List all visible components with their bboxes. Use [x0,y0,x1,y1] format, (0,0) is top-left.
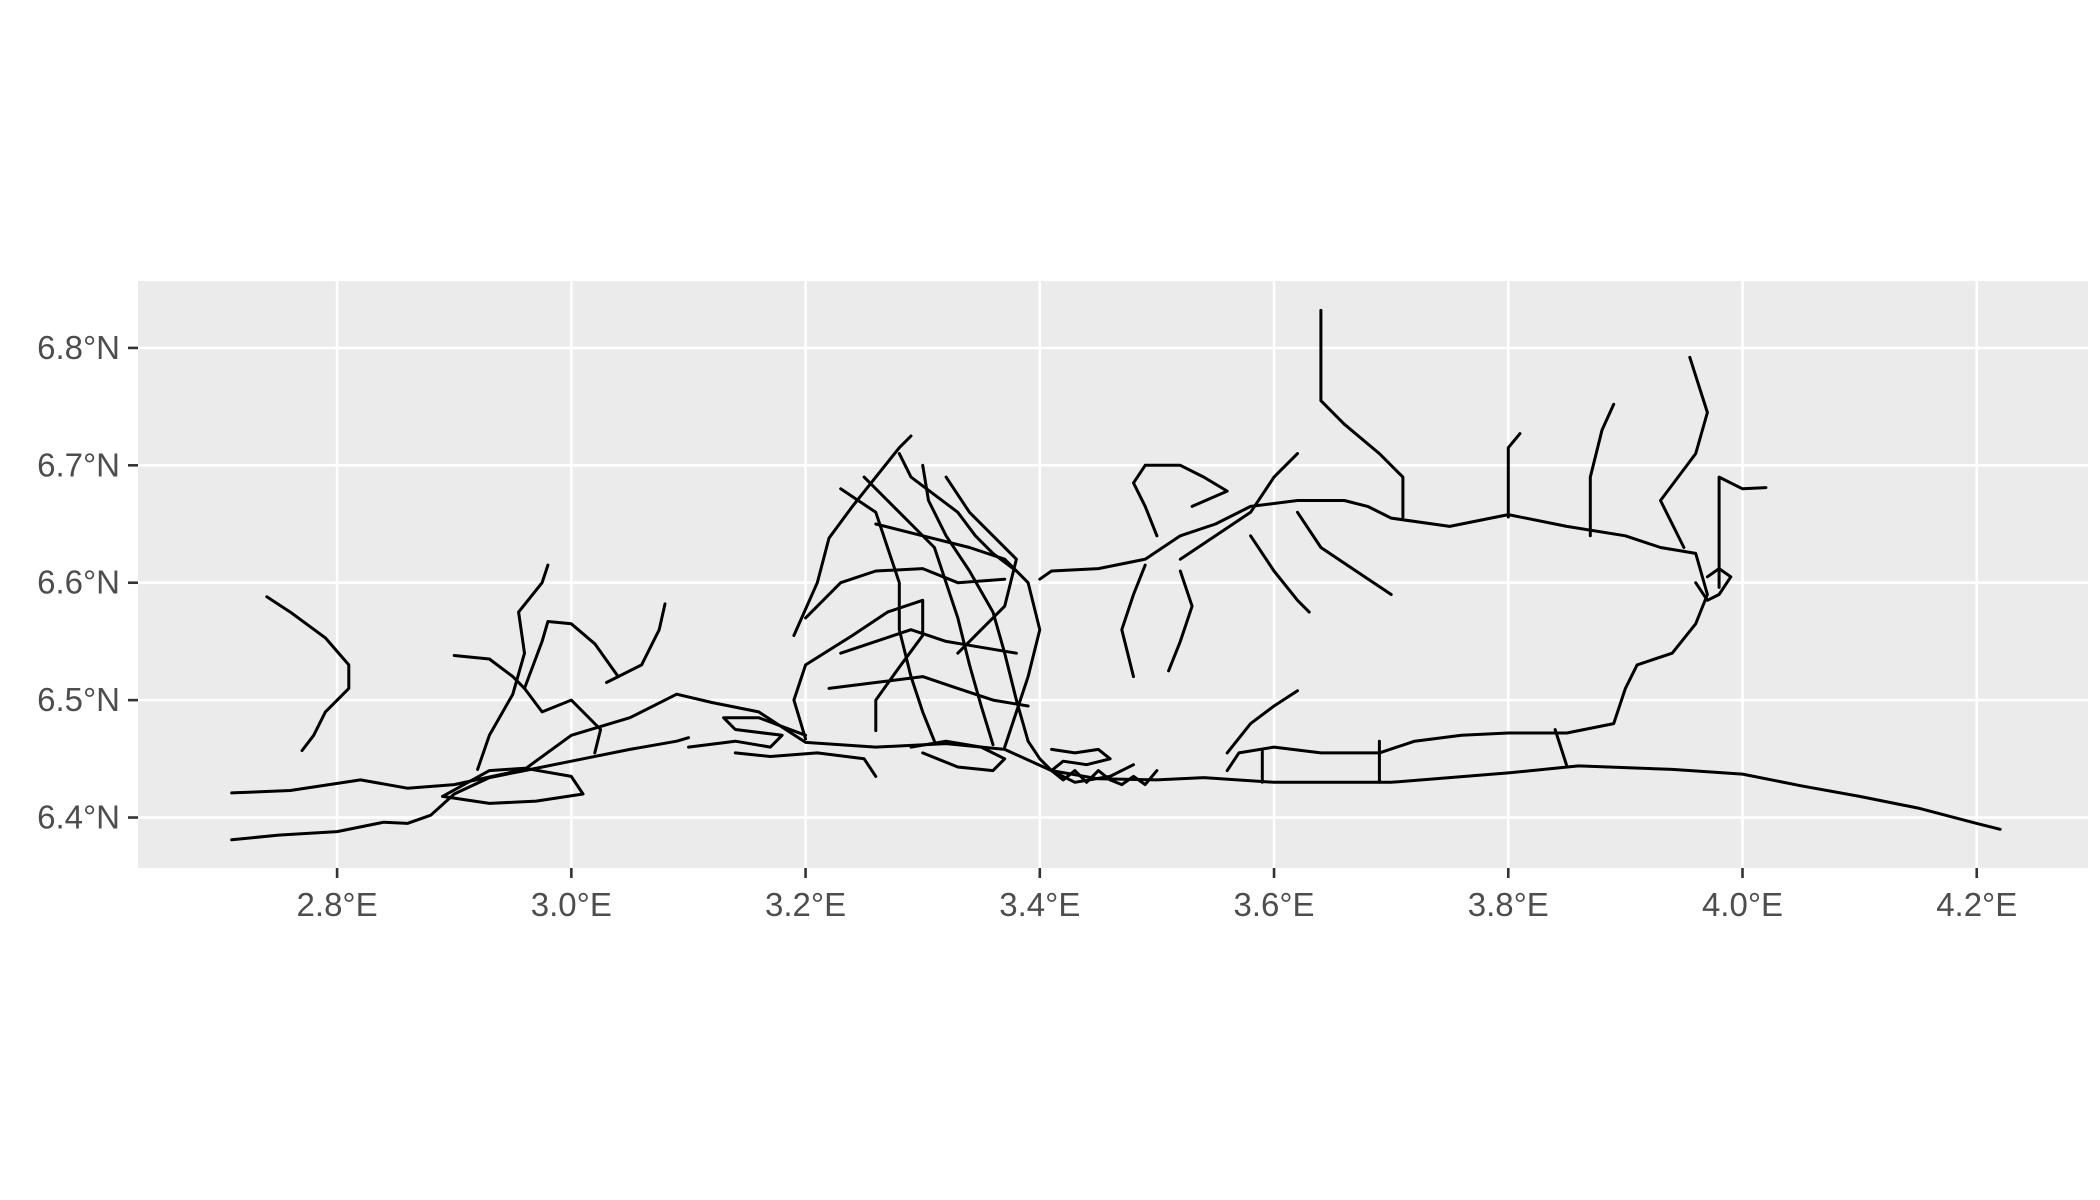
x-tick-label: 3.2°E [765,886,846,923]
x-tick-label: 2.8°E [297,886,378,923]
road-west-branch-5 [605,602,667,684]
y-tick-label: 6.6°N [37,564,120,601]
road-ikorodu-branch-3 [1120,563,1147,679]
x-tick-label: 4.0°E [1702,886,1783,923]
road-ikeja-grid-6 [839,628,1018,655]
road-north-spur-a [1319,308,1405,519]
road-network [230,308,2002,842]
road-lagos-badagry-expressway [230,692,2002,831]
road-ikeja-loop [792,598,925,741]
y-tick-label: 6.4°N [37,799,120,836]
gridlines [138,281,2088,868]
y-tick-label: 6.5°N [37,681,120,718]
road-ikorodu-branch [1132,463,1229,538]
y-tick-label: 6.7°N [37,446,120,483]
road-north-spur-c [1588,402,1616,538]
panel-background [138,281,2088,868]
road-epe-loop [1694,567,1733,602]
road-lekki-north-spur [1225,689,1299,755]
road-ikeja-grid-4 [839,487,936,743]
road-ikeja-grid-2 [921,463,1030,743]
road-coastal-road-west [230,736,690,842]
road-ikeja-grid-7 [827,675,1030,708]
y-axis: 6.4°N 6.5°N 6.6°N 6.7°N 6.8°N [37,329,138,836]
road-east-outer-loop [1038,499,1709,735]
road-lekki-connector-3 [1553,728,1569,768]
y-tick-label: 6.8°N [37,329,120,366]
road-ikorodu-branch-5 [1249,534,1311,614]
road-third-mainland [1026,739,1159,787]
road-ikeja-grid-8 [897,452,1018,573]
road-ikorodu-branch-6 [1296,510,1393,596]
x-tick-label: 3.6°E [1233,886,1314,923]
x-tick-label: 3.0°E [531,886,612,923]
road-north-spur-d [1659,355,1709,549]
road-ikorodu-branch-4 [1167,569,1194,673]
road-badagry-loop [441,766,585,805]
road-mainland-west-spurs [687,716,808,749]
road-ikeja-north [792,434,913,637]
road-west-branch-2 [476,563,550,771]
road-apapa-network [909,739,1007,773]
road-ikeja-grid-1 [862,475,995,747]
road-north-spur-b [1506,432,1522,519]
road-west-branch-3 [452,654,603,755]
road-ikeja-grid-5 [944,475,1018,655]
x-axis: 2.8°E 3.0°E 3.2°E 3.4°E 3.6°E 3.8°E 4.0°E 4.2°E [297,868,2017,923]
road-ikorodu-branch-2 [1178,452,1299,561]
road-west-branch-4 [523,620,620,690]
road-mainland-west-spurs-2 [733,751,878,778]
road-ikeja-grid-3 [874,522,1042,749]
road-ikeja-north-2 [804,567,1007,620]
road-west-branch-1 [265,595,351,753]
road-island-grid [1050,747,1135,784]
road-north-spur-e [1717,475,1768,589]
x-tick-label: 4.2°E [1936,886,2017,923]
x-tick-label: 3.4°E [999,886,1080,923]
x-tick-label: 3.8°E [1468,886,1549,923]
